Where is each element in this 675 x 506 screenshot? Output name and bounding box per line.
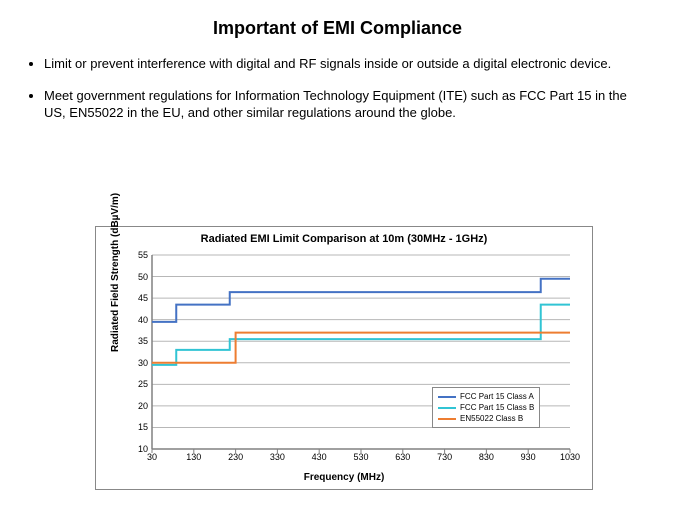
- legend-swatch: [438, 407, 456, 409]
- legend-label: FCC Part 15 Class A: [460, 391, 534, 402]
- chart-x-tick: 130: [186, 452, 201, 462]
- chart-y-label: Radiated Field Strength (dBµV/m): [110, 193, 121, 352]
- bullet-list: Limit or prevent interference with digit…: [44, 55, 645, 122]
- page-title: Important of EMI Compliance: [30, 18, 645, 39]
- chart-y-tick: 55: [138, 250, 148, 260]
- chart-plot-area: FCC Part 15 Class AFCC Part 15 Class BEN…: [152, 255, 570, 449]
- chart-container: Radiated EMI Limit Comparison at 10m (30…: [95, 226, 593, 490]
- chart-y-tick: 25: [138, 379, 148, 389]
- chart-x-tick: 730: [437, 452, 452, 462]
- chart-x-tick: 930: [521, 452, 536, 462]
- chart-y-tick: 15: [138, 422, 148, 432]
- chart-x-tick: 530: [353, 452, 368, 462]
- legend-row: FCC Part 15 Class A: [438, 391, 534, 402]
- legend-label: EN55022 Class B: [460, 413, 523, 424]
- chart-y-tick: 30: [138, 358, 148, 368]
- legend-swatch: [438, 396, 456, 398]
- chart-y-tick: 20: [138, 401, 148, 411]
- chart-y-tick: 35: [138, 336, 148, 346]
- legend-label: FCC Part 15 Class B: [460, 402, 534, 413]
- bullet-item: Meet government regulations for Informat…: [44, 87, 645, 122]
- bullet-item: Limit or prevent interference with digit…: [44, 55, 645, 73]
- chart-x-tick: 630: [395, 452, 410, 462]
- chart-y-tick: 40: [138, 315, 148, 325]
- legend-row: EN55022 Class B: [438, 413, 534, 424]
- chart-y-tick: 45: [138, 293, 148, 303]
- legend-row: FCC Part 15 Class B: [438, 402, 534, 413]
- chart-legend: FCC Part 15 Class AFCC Part 15 Class BEN…: [432, 387, 540, 429]
- chart-title: Radiated EMI Limit Comparison at 10m (30…: [96, 233, 592, 245]
- chart-x-tick: 330: [270, 452, 285, 462]
- chart-x-tick: 230: [228, 452, 243, 462]
- chart-x-tick: 30: [147, 452, 157, 462]
- chart-x-tick: 830: [479, 452, 494, 462]
- legend-swatch: [438, 418, 456, 420]
- chart-x-label: Frequency (MHz): [96, 472, 592, 483]
- chart-x-tick: 1030: [560, 452, 580, 462]
- chart-y-tick: 50: [138, 272, 148, 282]
- chart-x-tick: 430: [312, 452, 327, 462]
